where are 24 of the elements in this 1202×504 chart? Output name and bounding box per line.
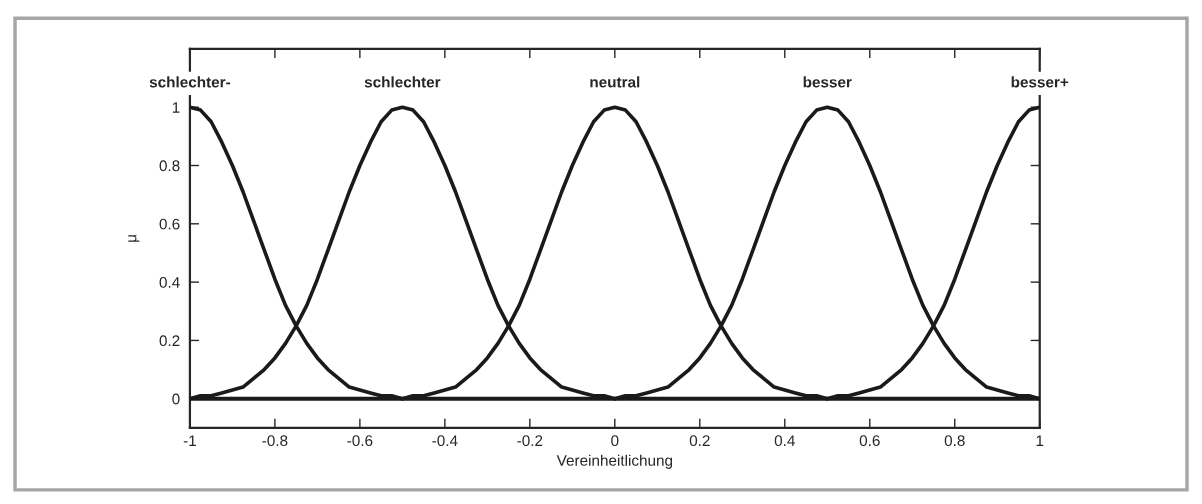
x-tick-label: 0.2 <box>689 435 710 447</box>
series-label: besser+ <box>1011 76 1069 88</box>
y-tick-label: 1 <box>172 102 180 113</box>
x-tick-label: -0.4 <box>432 435 458 447</box>
y-tick-label: 0 <box>172 393 180 405</box>
series-label: schlechter <box>364 76 441 88</box>
x-tick-label: 1 <box>1036 435 1044 446</box>
y-tick-label: 0.8 <box>159 160 180 172</box>
y-tick-label: 0.2 <box>159 335 180 347</box>
x-tick-label: -0.6 <box>347 435 373 447</box>
x-tick-label: -0.2 <box>517 435 543 447</box>
y-tick-label: 0.4 <box>159 276 180 288</box>
series-label: schlechter- <box>149 76 231 88</box>
series-label: neutral <box>590 76 640 88</box>
x-tick-label: 0.6 <box>859 435 880 447</box>
series-label: besser <box>803 76 852 88</box>
x-tick-label: -1 <box>183 435 196 446</box>
y-tick-label: 0.6 <box>159 218 180 230</box>
x-tick-label: 0.8 <box>944 435 965 447</box>
x-tick-label: 0 <box>611 435 619 447</box>
x-tick-label: 0.4 <box>774 435 795 447</box>
x-axis-title: Vereinheitlichung <box>556 454 673 469</box>
y-axis-title: μ <box>128 235 140 242</box>
x-tick-label: -0.8 <box>262 435 288 447</box>
